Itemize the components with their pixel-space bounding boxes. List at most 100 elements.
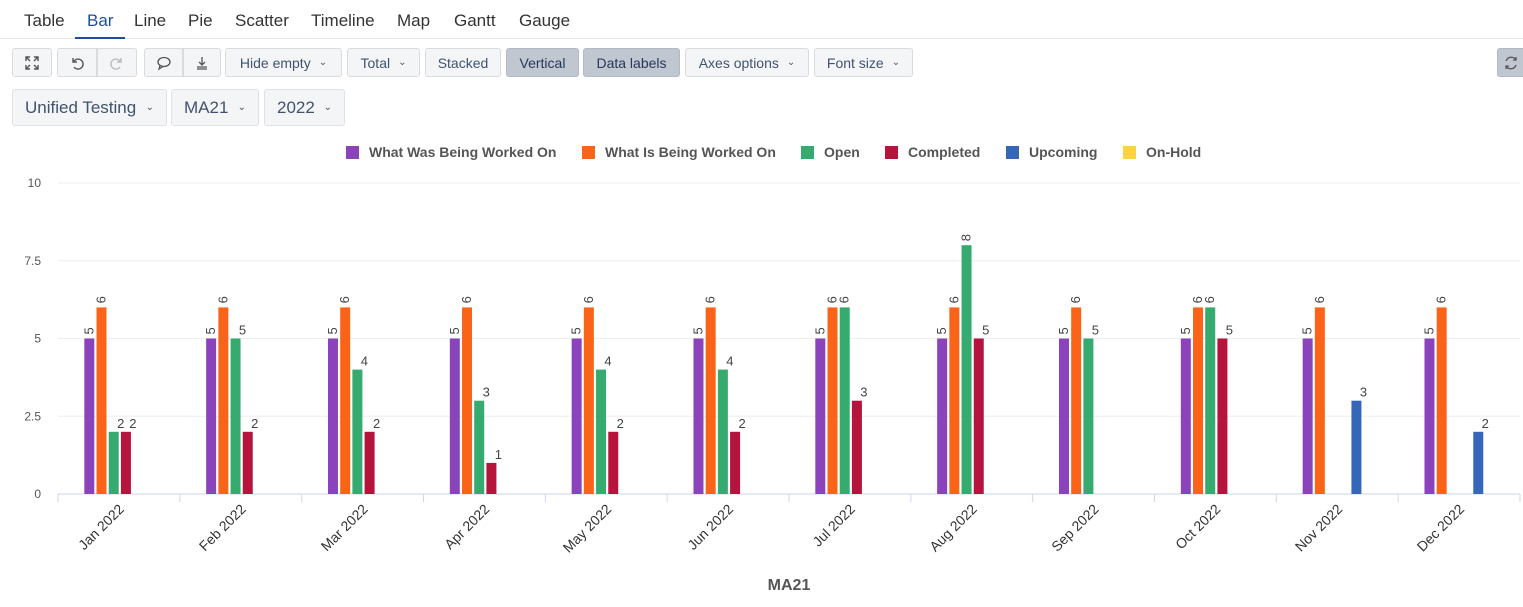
bar [851, 400, 862, 494]
year-select[interactable]: 2022 ⌄ [264, 89, 345, 126]
tab-gantt[interactable]: Gantt [454, 11, 496, 30]
tab-scatter[interactable]: Scatter [235, 11, 289, 30]
data-label: 6 [1190, 296, 1205, 303]
data-label: 2 [617, 416, 624, 431]
project-select[interactable]: Unified Testing ⌄ [12, 89, 167, 126]
refresh-button[interactable] [1497, 48, 1523, 77]
legend-swatch [1006, 145, 1019, 159]
stacked-toggle[interactable]: Stacked [425, 48, 501, 77]
legend-item-open[interactable]: Open [801, 143, 860, 161]
x-tick-label: Apr 2022 [441, 501, 493, 553]
data-label: 4 [726, 354, 733, 369]
legend-swatch [582, 145, 595, 159]
legend-item-on-hold[interactable]: On-Hold [1123, 143, 1201, 161]
data-label: 5 [203, 327, 218, 334]
x-tick-label: Nov 2022 [1292, 501, 1346, 555]
chevron-down-icon: ⌄ [323, 102, 332, 113]
chevron-down-icon: ⌄ [318, 57, 328, 68]
bar [839, 307, 850, 494]
x-tick-label: Oct 2022 [1172, 501, 1224, 553]
data-label: 5 [325, 327, 340, 334]
bar [206, 338, 217, 494]
data-label: 6 [1068, 296, 1083, 303]
legend-item-upcoming[interactable]: Upcoming [1006, 143, 1097, 161]
total-dropdown[interactable]: Total ⌄ [347, 48, 420, 77]
legend-label: What Is Being Worked On [605, 144, 776, 160]
vertical-label: Vertical [519, 54, 566, 71]
axes-options-dropdown[interactable]: Axes options ⌄ [685, 48, 809, 77]
y-tick-label: 10 [28, 176, 42, 190]
y-tick-label: 2.5 [24, 409, 41, 423]
legend-swatch [1123, 145, 1136, 159]
data-label: 8 [959, 234, 974, 241]
data-label: 5 [982, 323, 989, 338]
version-value: MA21 [184, 97, 229, 117]
chart-type-tabs: Table Bar Line Pie Scatter Timeline Map … [0, 0, 1523, 39]
font-size-dropdown[interactable]: Font size ⌄ [814, 48, 913, 77]
tab-table[interactable]: Table [24, 11, 65, 30]
legend-label: On-Hold [1146, 144, 1202, 160]
data-labels-label: Data labels [596, 54, 667, 71]
data-label: 3 [483, 385, 490, 400]
data-label: 5 [1421, 327, 1436, 334]
data-label: 2 [373, 416, 380, 431]
bar [1071, 307, 1082, 494]
data-label: 5 [1056, 327, 1071, 334]
legend-item-what-was[interactable]: What Was Being Worked On [346, 143, 556, 161]
bar [352, 369, 363, 494]
data-labels-toggle[interactable]: Data labels [583, 48, 680, 77]
undo-button[interactable] [57, 48, 97, 77]
tab-line[interactable]: Line [134, 11, 167, 30]
legend-swatch [801, 145, 814, 159]
data-label: 5 [1226, 323, 1233, 338]
bar [730, 431, 741, 494]
bar [364, 431, 375, 494]
data-label: 6 [703, 296, 718, 303]
bar [596, 369, 607, 494]
legend-item-what-is[interactable]: What Is Being Worked On [582, 143, 776, 161]
data-label: 4 [604, 354, 611, 369]
vertical-toggle[interactable]: Vertical [506, 48, 579, 77]
bar [583, 307, 594, 494]
data-label: 5 [81, 327, 96, 334]
data-label: 2 [1482, 416, 1489, 431]
data-label: 2 [251, 416, 258, 431]
hide-empty-dropdown[interactable]: Hide empty ⌄ [225, 48, 342, 77]
undo-icon [72, 57, 84, 70]
bar [1058, 338, 1069, 494]
data-label: 2 [117, 416, 124, 431]
bar [571, 338, 582, 494]
bar [1314, 307, 1325, 494]
bar [230, 338, 241, 494]
data-label: 2 [738, 416, 745, 431]
x-tick-label: Aug 2022 [926, 501, 980, 555]
fullscreen-button[interactable] [12, 48, 52, 77]
data-label: 4 [361, 354, 368, 369]
version-select[interactable]: MA21 ⌄ [171, 89, 259, 126]
data-label: 5 [447, 327, 462, 334]
bar [1193, 307, 1204, 494]
tab-timeline[interactable]: Timeline [311, 11, 375, 30]
bar [120, 431, 131, 494]
export-button[interactable] [183, 48, 221, 77]
data-label: 5 [934, 327, 949, 334]
chevron-down-icon: ⌄ [891, 57, 901, 68]
tab-pie[interactable]: Pie [188, 11, 213, 30]
tab-bar[interactable]: Bar [75, 0, 126, 39]
redo-button[interactable] [97, 48, 137, 77]
bar [1473, 431, 1484, 494]
data-label: 6 [837, 296, 852, 303]
tab-gauge[interactable]: Gauge [519, 11, 571, 30]
comment-button[interactable] [144, 48, 183, 77]
data-label: 6 [946, 296, 961, 303]
legend-item-completed[interactable]: Completed [885, 143, 980, 161]
x-tick-label: Jun 2022 [684, 501, 736, 553]
bar [1436, 307, 1447, 494]
x-tick-label: May 2022 [560, 501, 615, 556]
legend-label: What Was Being Worked On [369, 144, 557, 160]
tab-map[interactable]: Map [397, 11, 431, 30]
bar [462, 307, 473, 494]
bar [218, 307, 229, 494]
bar [937, 338, 948, 494]
